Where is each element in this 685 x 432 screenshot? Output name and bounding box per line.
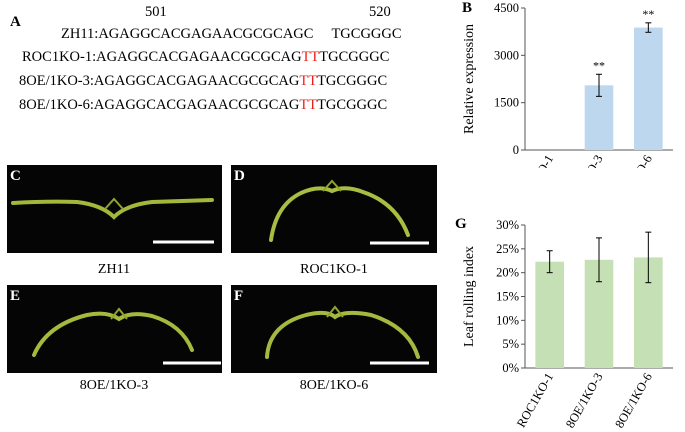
sequence-insertion: TT — [301, 49, 320, 65]
sequence-row-8oe-1ko-3: 8OE/1KO-3:AGAGGCACGAGAACGCGCAGTTTGCGGGC — [19, 73, 387, 90]
panel-label-d: D — [234, 168, 245, 184]
panel-label-b: B — [462, 0, 473, 16]
y-axis-label: Relative expression — [462, 24, 477, 134]
position-501: 501 — [145, 4, 167, 20]
caption-8oe-1ko-6: 8OE/1KO-6 — [299, 378, 369, 393]
bar — [535, 261, 564, 368]
sequence-row-roc1ko-1: ROC1KO-1:AGAGGCACGAGAACGCGCAGTTTGCGGGC — [22, 49, 389, 66]
sequence-row-zh11: ZH11:AGAGGCACGAGAACGCGCAGC TGCGGGC — [61, 26, 402, 43]
sequence-insertion: TT — [299, 97, 318, 113]
leaf-photo-8oe-1ko-3: E — [7, 285, 222, 373]
y-tick-label: 3000 — [494, 48, 519, 62]
significance-label: ** — [642, 7, 654, 21]
sequence-name: 8OE/1KO-6: — [19, 97, 94, 113]
sequence-name: 8OE/1KO-3: — [19, 73, 94, 89]
x-tick-label: 8OE/1KO-6 — [612, 371, 655, 431]
x-tick-label: 8OE/1KO-6 — [612, 152, 655, 168]
significance-label: ** — [593, 58, 605, 72]
y-tick-label: 20% — [496, 266, 519, 280]
y-tick-label: 15% — [496, 290, 519, 304]
y-axis-label: Leaf rolling index — [462, 246, 477, 347]
x-tick-label: 8OE/1KO-3 — [563, 153, 606, 169]
y-tick-label: 4500 — [494, 1, 519, 15]
y-tick-label: 30% — [496, 218, 519, 232]
y-tick-label: 1500 — [494, 96, 519, 110]
sequence-pre: AGAGGCACGAGAACGCGCAG — [93, 97, 300, 113]
sequence-row-8oe-1ko-6: 8OE/1KO-6:AGAGGCACGAGAACGCGCAGTTTGCGGGC — [19, 97, 387, 114]
x-tick-label: ROC1KO-1 — [514, 153, 556, 169]
position-520: 520 — [369, 4, 391, 20]
sequence-pre: AGAGGCACGAGAACGCGCAG — [96, 49, 302, 65]
y-tick-label: 0% — [502, 361, 519, 375]
x-tick-label: 8OE/1KO-3 — [563, 371, 606, 431]
sequence-post: TGCGGGC — [319, 49, 390, 65]
sequence-name: ROC1KO-1: — [22, 49, 97, 65]
chart-relative-expression: 0 1500 3000 4500 Relative expression ROC1KO-1… — [462, 1, 673, 169]
caption-zh11: ZH11 — [97, 262, 131, 277]
bar — [634, 27, 663, 150]
panel-label-c: C — [10, 168, 21, 184]
panel-label-f: F — [234, 288, 244, 304]
sequence-post: TGCGGGC — [317, 97, 388, 113]
panel-label-e: E — [10, 288, 21, 304]
chart-leaf-rolling-index: 0% 5% 10% 15% 20% 25% 30% Leaf rolling index ROC… — [462, 218, 673, 431]
leaf-photo-zh11: C — [7, 165, 222, 253]
caption-roc1ko-1: ROC1KO-1 — [300, 262, 368, 277]
y-tick-label: 25% — [496, 242, 519, 256]
y-tick-label: 10% — [496, 313, 519, 327]
y-tick-label: 5% — [502, 337, 519, 351]
leaf-photo-8oe-1ko-6: F — [231, 285, 437, 373]
leaf-photo-roc1ko-1: D — [231, 165, 437, 253]
sequence-name: ZH11: — [61, 26, 99, 42]
sequence-post: TGCGGGC — [331, 26, 402, 42]
sequence-post: TGCGGGC — [317, 73, 388, 89]
sequence-insertion: TT — [299, 73, 318, 89]
panel-label-g: G — [455, 216, 467, 232]
panel-label-a: A — [10, 14, 21, 30]
caption-8oe-1ko-3: 8OE/1KO-3 — [79, 378, 149, 393]
sequence-pre: AGAGGCACGAGAACGCGCAG — [93, 73, 300, 89]
sequence-pre: AGAGGCACGAGAACGCGCAGC — [98, 26, 314, 42]
x-tick-label: ROC1KO-1 — [514, 371, 556, 430]
y-tick-label: 0 — [513, 143, 519, 157]
